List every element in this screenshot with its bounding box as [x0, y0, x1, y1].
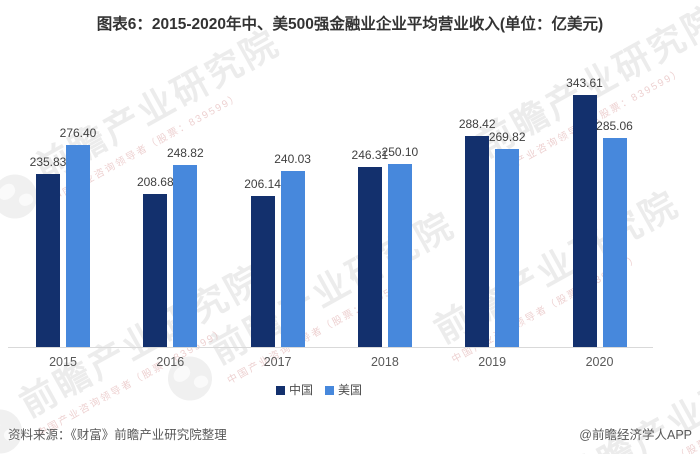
bar-usa-2018 — [387, 163, 412, 347]
legend-label: 美国 — [338, 383, 363, 397]
x-axis-label-2018: 2018 — [370, 355, 399, 369]
legend-item-china: 中国 — [275, 383, 313, 397]
legend-item-usa: 美国 — [325, 384, 362, 396]
x-axis-line — [8, 347, 653, 348]
bar-usa-2020 — [602, 138, 627, 347]
footer-credit: @前瞻经济学人APP — [579, 428, 692, 442]
bar-china-2017 — [250, 196, 275, 347]
bar-value-usa-2018: 250.10 — [381, 144, 419, 159]
bar-value-china-2016: 208.68 — [136, 175, 174, 190]
legend-swatch-icon — [325, 385, 334, 395]
bar-china-2018 — [357, 166, 382, 347]
bar-value-usa-2017: 240.03 — [274, 152, 311, 167]
x-axis-label-2016: 2016 — [156, 355, 185, 369]
bar-value-usa-2015: 276.40 — [59, 125, 97, 140]
x-axis-label-2019: 2019 — [478, 355, 507, 369]
bar-value-china-2015: 235.83 — [29, 155, 67, 170]
legend-label: 中国 — [288, 383, 313, 397]
bar-china-2020 — [572, 95, 597, 347]
bar-value-usa-2016: 248.82 — [166, 145, 204, 160]
bar-china-2016 — [143, 194, 168, 347]
bar-usa-2016 — [173, 164, 198, 347]
bar-usa-2015 — [66, 144, 90, 347]
bar-usa-2017 — [280, 171, 305, 347]
bar-value-china-2019: 288.42 — [458, 116, 496, 131]
bar-usa-2019 — [495, 149, 520, 347]
bar-value-usa-2020: 285.06 — [596, 119, 633, 134]
bar-value-usa-2019: 269.82 — [488, 130, 526, 145]
x-axis-label-2015: 2015 — [49, 355, 77, 369]
legend-swatch-icon — [275, 385, 285, 395]
x-axis-label-2017: 2017 — [263, 355, 292, 369]
bar-china-2019 — [465, 135, 490, 347]
chart-title: 图表6：2015-2020年中、美500强金融业企业平均营业收入(单位：亿美元) — [96, 16, 604, 33]
bar-value-china-2018: 246.31 — [351, 147, 389, 162]
x-axis-label-2020: 2020 — [585, 355, 614, 369]
bar-value-china-2017: 206.14 — [244, 177, 281, 192]
bar-value-china-2020: 343.61 — [566, 76, 603, 91]
footer-source: 资料来源：《财富》前瞻产业研究院整理 — [8, 428, 227, 442]
legend: 中国 美国 — [0, 384, 638, 396]
bar-china-2015 — [36, 174, 60, 347]
